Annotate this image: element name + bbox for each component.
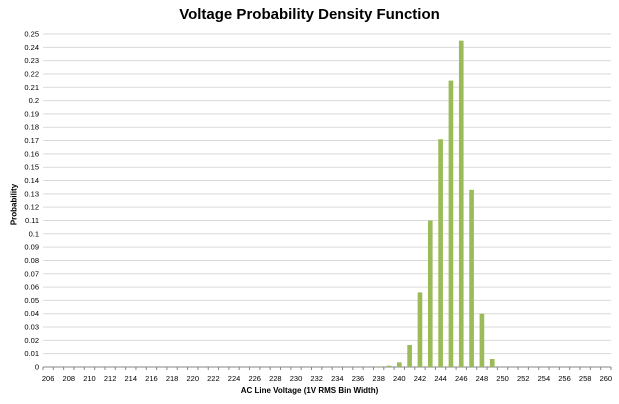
x-tick-label: 248: [476, 374, 489, 383]
y-tick-label: 0.15: [24, 163, 39, 172]
y-tick-label: 0.24: [24, 43, 39, 52]
x-tick-label: 252: [517, 374, 530, 383]
y-tick-label: 0.22: [24, 69, 39, 78]
x-tick-label: 254: [538, 374, 551, 383]
x-tick-label: 220: [186, 374, 199, 383]
x-tick-label: 210: [83, 374, 96, 383]
x-tick-label: 224: [228, 374, 241, 383]
y-tick-label: 0.16: [24, 149, 39, 158]
y-tick-label: 0.01: [24, 349, 39, 358]
bar: [448, 80, 454, 368]
x-tick-label: 234: [331, 374, 344, 383]
x-tick-label: 212: [104, 374, 117, 383]
x-tick-label: 244: [434, 374, 447, 383]
x-tick-label: 242: [414, 374, 427, 383]
y-tick-label: 0.2: [29, 96, 39, 105]
x-tick-label: 260: [600, 374, 613, 383]
y-tick-label: 0.18: [24, 123, 39, 132]
x-tick-label: 256: [558, 374, 571, 383]
y-tick-label: 0.05: [24, 296, 39, 305]
y-tick-label: 0.17: [24, 136, 39, 145]
bar: [458, 40, 464, 367]
x-tick-label: 222: [207, 374, 220, 383]
y-tick-label: 0.19: [24, 109, 39, 118]
y-tick-label: 0.04: [24, 309, 39, 318]
y-tick-label: 0.06: [24, 283, 39, 292]
bar: [396, 362, 402, 367]
bar: [427, 220, 433, 367]
y-tick-label: 0.21: [24, 83, 39, 92]
x-tick-label: 250: [496, 374, 509, 383]
x-tick-label: 238: [372, 374, 385, 383]
bar: [376, 366, 381, 367]
x-tick-label: 226: [248, 374, 261, 383]
bar: [479, 313, 485, 367]
y-tick-label: 0.03: [24, 323, 39, 332]
y-tick-label: 0.11: [25, 216, 39, 225]
x-tick-label: 214: [125, 374, 138, 383]
y-tick-label: 0.14: [24, 176, 39, 185]
y-tick-label: 0.25: [24, 30, 39, 39]
y-tick-label: 0.23: [24, 56, 39, 65]
x-tick-label: 216: [145, 374, 158, 383]
x-tick-label: 218: [166, 374, 179, 383]
bar: [386, 365, 392, 367]
y-tick-label: 0.12: [24, 203, 39, 212]
x-tick-label: 206: [42, 374, 55, 383]
x-tick-label: 208: [63, 374, 76, 383]
y-tick-label: 0.08: [24, 256, 39, 265]
chart-title: Voltage Probability Density Function: [179, 6, 440, 23]
x-tick-label: 258: [579, 374, 592, 383]
y-tick-label: 0.02: [24, 336, 39, 345]
bar: [469, 189, 474, 367]
x-tick-label: 240: [393, 374, 406, 383]
y-tick-label: 0.09: [24, 243, 39, 252]
bar: [438, 139, 443, 367]
y-tick-label: 0: [35, 363, 39, 372]
x-tick-label: 236: [352, 374, 365, 383]
y-tick-label: 0.1: [29, 229, 39, 238]
bar: [407, 345, 412, 367]
x-tick-label: 246: [455, 374, 468, 383]
x-tick-label: 228: [269, 374, 282, 383]
x-tick-label: 232: [310, 374, 323, 383]
x-axis-label: AC Line Voltage (1V RMS Bin Width): [240, 386, 379, 395]
y-tick-label: 0.07: [24, 269, 39, 278]
bar: [489, 359, 495, 367]
y-tick-label: 0.13: [24, 189, 39, 198]
x-tick-label: 230: [290, 374, 303, 383]
bar: [417, 292, 423, 367]
